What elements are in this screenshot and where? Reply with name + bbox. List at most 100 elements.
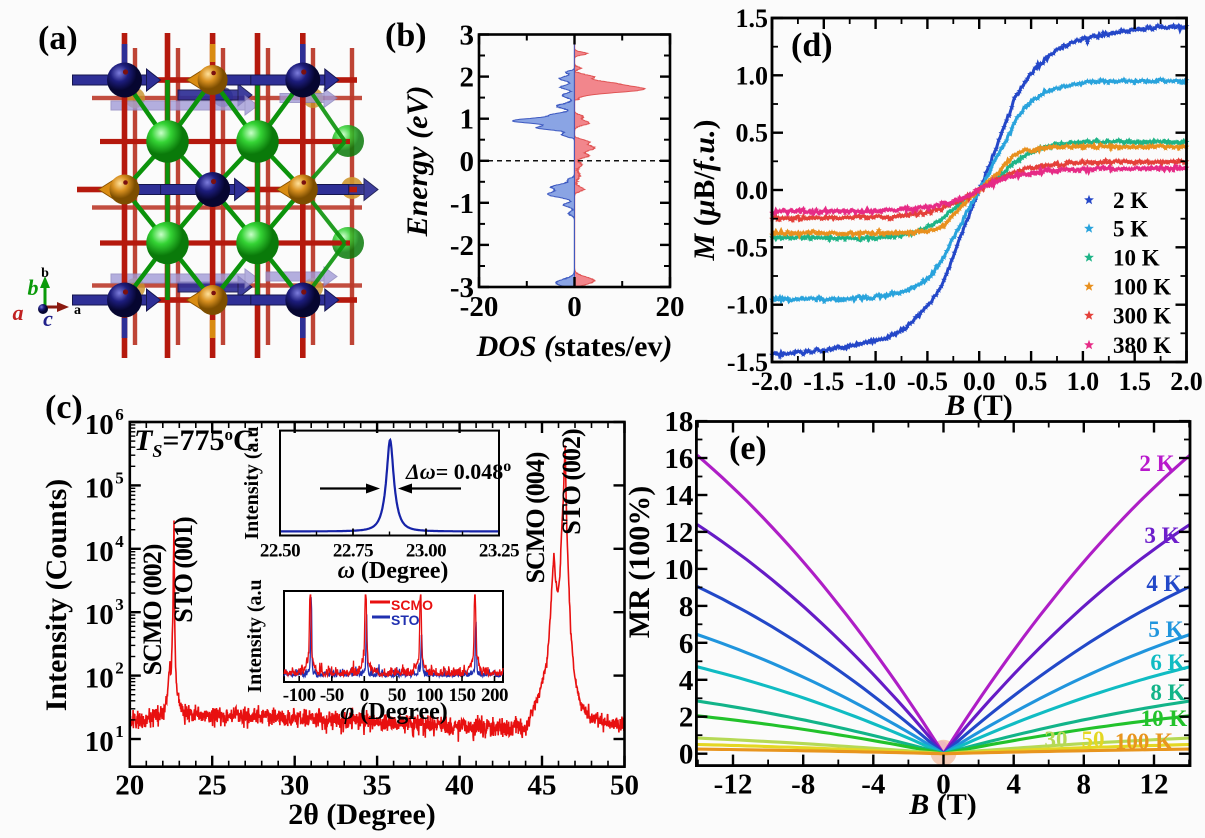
- svg-text:50: 50: [610, 770, 639, 802]
- svg-text:10 K: 10 K: [1113, 246, 1160, 271]
- svg-text:-2.0: -2.0: [751, 367, 792, 396]
- svg-text:10: 10: [85, 472, 114, 504]
- svg-text:Energy (eV): Energy (eV): [401, 86, 434, 238]
- svg-text:2.0: 2.0: [1170, 367, 1203, 396]
- svg-text:0.0: 0.0: [963, 367, 996, 396]
- svg-text:-1: -1: [450, 188, 474, 220]
- svg-text:100: 100: [416, 685, 443, 706]
- svg-text:3: 3: [115, 595, 124, 614]
- svg-text:50: 50: [388, 685, 406, 706]
- svg-text:23.25: 23.25: [479, 541, 519, 562]
- svg-text:STO (001): STO (001): [169, 517, 198, 623]
- svg-text:-20: -20: [460, 291, 499, 323]
- svg-text:14: 14: [664, 480, 693, 512]
- svg-text:φ (Degree): φ (Degree): [340, 699, 448, 725]
- svg-text:-12: -12: [714, 769, 753, 801]
- svg-text:a: a: [74, 303, 81, 318]
- svg-text:25: 25: [198, 770, 227, 802]
- svg-text:23.00: 23.00: [406, 541, 446, 562]
- svg-text:-100: -100: [283, 685, 316, 706]
- svg-text:35: 35: [363, 770, 392, 802]
- svg-text:B (T): B (T): [908, 788, 977, 821]
- svg-text:(e): (e): [729, 430, 767, 467]
- svg-text:STO: STO: [391, 612, 420, 628]
- svg-text:SCMO: SCMO: [391, 597, 433, 613]
- svg-text:5 K: 5 K: [1113, 217, 1148, 242]
- svg-text:6 K: 6 K: [1150, 650, 1185, 675]
- svg-text:-3: -3: [450, 272, 474, 304]
- svg-text:10: 10: [664, 554, 693, 586]
- svg-text:c: c: [43, 306, 53, 331]
- svg-text:20: 20: [115, 770, 144, 802]
- svg-text:Intensity (a.u: Intensity (a.u: [241, 426, 263, 539]
- svg-text:10: 10: [85, 663, 114, 695]
- svg-text:100 K: 100 K: [1115, 729, 1173, 754]
- svg-text:1: 1: [115, 722, 124, 741]
- svg-text:10: 10: [85, 726, 114, 758]
- svg-text:-1.0: -1.0: [855, 367, 896, 396]
- svg-text:3: 3: [460, 20, 475, 52]
- svg-text:DOS (states/ev): DOS (states/ev): [476, 330, 673, 363]
- svg-text:0: 0: [567, 291, 582, 323]
- svg-text:(a): (a): [38, 20, 78, 57]
- svg-text:-0.5: -0.5: [907, 367, 948, 396]
- svg-text:-8: -8: [791, 769, 815, 801]
- svg-text:150: 150: [449, 685, 476, 706]
- svg-text:0: 0: [460, 146, 475, 178]
- svg-text:1.0: 1.0: [1067, 367, 1100, 396]
- svg-text:10: 10: [85, 599, 114, 631]
- svg-text:a: a: [13, 300, 24, 325]
- svg-text:(d): (d): [791, 27, 833, 64]
- svg-text:45: 45: [528, 770, 557, 802]
- svg-text:4 K: 4 K: [1146, 571, 1181, 596]
- svg-text:(b): (b): [385, 17, 427, 54]
- svg-text:30: 30: [280, 770, 309, 802]
- svg-text:(c): (c): [45, 389, 83, 426]
- svg-text:100 K: 100 K: [1113, 275, 1171, 300]
- svg-text:8 K: 8 K: [1150, 680, 1185, 705]
- svg-text:50: 50: [1082, 727, 1105, 752]
- svg-text:10: 10: [85, 536, 114, 568]
- svg-text:200: 200: [481, 685, 508, 706]
- svg-text:0.5: 0.5: [736, 119, 769, 148]
- svg-text:3 K: 3 K: [1144, 523, 1179, 548]
- svg-text:30: 30: [1045, 727, 1068, 752]
- svg-text:8: 8: [1077, 769, 1092, 801]
- svg-text:-2: -2: [450, 230, 474, 262]
- svg-text:1.5: 1.5: [736, 4, 769, 33]
- svg-text:-50: -50: [320, 685, 344, 706]
- svg-text:10 K: 10 K: [1141, 706, 1188, 731]
- svg-text:8: 8: [679, 591, 694, 623]
- svg-text:12: 12: [1140, 769, 1169, 801]
- svg-text:1.5: 1.5: [1118, 367, 1151, 396]
- svg-text:300 K: 300 K: [1113, 304, 1171, 329]
- svg-text:-1.5: -1.5: [727, 348, 768, 377]
- svg-text:40: 40: [445, 770, 474, 802]
- svg-text:22.50: 22.50: [260, 541, 300, 562]
- svg-text:0: 0: [936, 769, 951, 801]
- svg-text:-1.0: -1.0: [727, 291, 768, 320]
- svg-text:5 K: 5 K: [1148, 617, 1183, 642]
- svg-text:380 K: 380 K: [1113, 333, 1171, 358]
- svg-text:0.0: 0.0: [736, 176, 769, 205]
- svg-text:STO (002): STO (002): [557, 429, 586, 535]
- svg-text:B (T): B (T): [944, 389, 1013, 422]
- svg-text:0: 0: [679, 739, 694, 771]
- svg-text:16: 16: [664, 443, 693, 475]
- svg-text:SCMO (004): SCMO (004): [521, 452, 550, 583]
- svg-text:4: 4: [1006, 769, 1021, 801]
- svg-text:4: 4: [679, 665, 694, 697]
- svg-text:5: 5: [115, 468, 124, 487]
- svg-text:1.0: 1.0: [736, 61, 769, 90]
- svg-text:2: 2: [679, 702, 694, 734]
- svg-text:0.5: 0.5: [1015, 367, 1048, 396]
- svg-text:TS=775oC: TS=775oC: [134, 424, 255, 461]
- svg-text:4: 4: [115, 532, 124, 551]
- svg-text:18: 18: [664, 406, 693, 438]
- svg-text:2θ (Degree): 2θ (Degree): [288, 798, 436, 831]
- svg-text:2: 2: [115, 659, 124, 678]
- svg-text:1: 1: [460, 104, 475, 136]
- svg-text:10: 10: [85, 409, 114, 441]
- svg-text:2 K: 2 K: [1113, 188, 1148, 213]
- svg-text:MR (100%): MR (100%): [623, 486, 656, 638]
